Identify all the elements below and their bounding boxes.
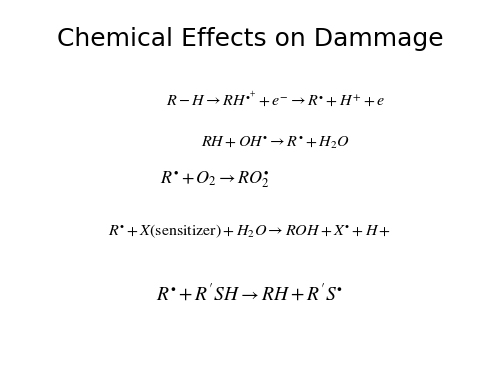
Text: $R-H\rightarrow RH^{\bullet^{+}}+e^{-}\rightarrow R^{\bullet}+H^{+}+e$: $R-H\rightarrow RH^{\bullet^{+}}+e^{-}\r… <box>166 90 384 110</box>
Text: $R^{\bullet}+X(\mathrm{sensitizer})+H_2O\rightarrow ROH+X^{\bullet}+H+$: $R^{\bullet}+X(\mathrm{sensitizer})+H_2O… <box>108 223 392 240</box>
Text: $R^{\bullet}+O_2\rightarrow RO_2^{\bullet}$: $R^{\bullet}+O_2\rightarrow RO_2^{\bulle… <box>160 169 270 190</box>
Text: $RH+OH^{\bullet}\rightarrow R^{\bullet}+H_2O$: $RH+OH^{\bullet}\rightarrow R^{\bullet}+… <box>200 134 350 151</box>
Text: $R^{\bullet}+R'SH\rightarrow RH+R'S^{\bullet}$: $R^{\bullet}+R'SH\rightarrow RH+R'S^{\bu… <box>156 283 344 304</box>
Text: Chemical Effects on Dammage: Chemical Effects on Dammage <box>56 27 444 51</box>
